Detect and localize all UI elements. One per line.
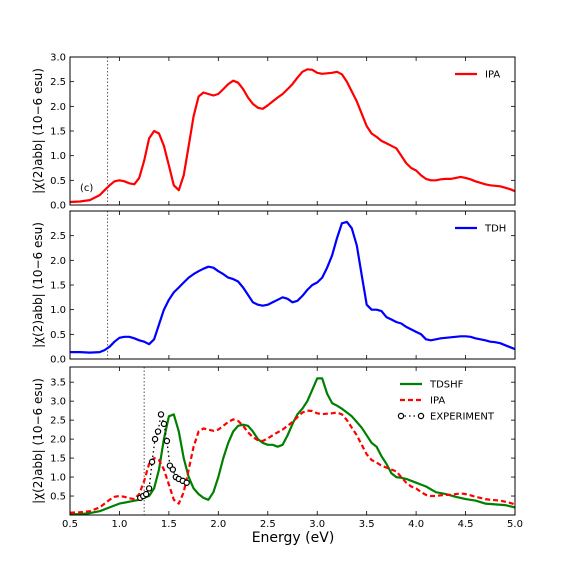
y-tick-label: 1.5 — [50, 454, 66, 465]
legend-label-ipa: IPA — [485, 70, 500, 81]
plot-frame — [69, 366, 516, 516]
x-tick-label: 3.5 — [359, 519, 375, 530]
y-tick-label: 2.5 — [50, 416, 66, 427]
data-point-experiment — [151, 435, 159, 443]
y-tick-label: 2.5 — [50, 77, 66, 88]
y-tick-label: 1.5 — [50, 281, 66, 292]
legend-marker — [397, 412, 405, 420]
x-tick-label: 5.0 — [507, 519, 523, 530]
y-axis-label: |χ(2)abb| (10−6 esu) — [31, 378, 45, 504]
data-point-experiment — [145, 485, 153, 492]
y-tick-label: 3.0 — [50, 53, 66, 64]
panel-comparison: 0.5 1.0 1.5 2.0 2.5 3.0 3.5 0.5 1.0 1.5 2.0 2.5 3.0 3… — [31, 366, 523, 530]
data-point-experiment — [157, 411, 165, 418]
x-tick-label: 1.5 — [161, 519, 177, 530]
data-point-experiment — [169, 466, 177, 473]
data-point-experiment — [160, 420, 168, 428]
y-tick-label: 0.5 — [50, 492, 66, 503]
y-tick-label: 2.0 — [50, 256, 66, 267]
data-point-experiment — [183, 479, 190, 486]
x-tick-label: 4.0 — [408, 519, 424, 530]
x-tick-label: 2.0 — [210, 519, 226, 530]
y-tick-label: 0.0 — [50, 201, 66, 212]
data-point-experiment — [148, 458, 156, 466]
y-tick-label: 1.0 — [50, 151, 66, 162]
y-tick-label: 2.0 — [50, 102, 66, 113]
y-tick-label: 3.5 — [50, 378, 66, 389]
panel-tdh: 0.0 0.5 1.0 1.5 2.0 2.5 TDH |χ(2)abb| (10−6 esu… — [31, 210, 516, 366]
x-tick-label: 0.5 — [62, 519, 78, 530]
plot-frame — [69, 210, 516, 360]
y-axis-label: |χ(2)abb| (10−6 esu) — [31, 68, 45, 194]
y-tick-label: 3.0 — [50, 397, 66, 408]
data-point-experiment — [163, 437, 171, 445]
x-axis-label: Energy (eV) — [252, 530, 335, 546]
data-point-experiment — [154, 428, 162, 435]
x-tick-label: 3.0 — [309, 519, 325, 530]
y-tick-label: 2.5 — [50, 231, 66, 242]
panel-label: (c) — [80, 183, 93, 194]
y-axis-label: |χ(2)abb| (10−6 esu) — [31, 222, 45, 348]
y-tick-label: 1.5 — [50, 127, 66, 138]
x-tick-label: 1.0 — [111, 519, 127, 530]
y-tick-label: 1.0 — [50, 473, 66, 484]
y-tick-label: 0.0 — [50, 355, 66, 366]
series-line-tdh — [70, 220, 516, 354]
plot-area — [70, 211, 515, 359]
panel-ipa: 0.0 0.5 1.0 1.5 2.0 2.5 3.0 IPA (c) |χ(2)abb| (10… — [31, 53, 516, 212]
y-tick-label: 0.5 — [50, 330, 66, 341]
legend-label-tdh: TDH — [484, 224, 506, 235]
y-tick-label: 0.5 — [50, 176, 66, 187]
series-line-ipa — [69, 68, 516, 204]
data-point-experiment — [142, 490, 150, 498]
y-tick-label: 1.0 — [50, 305, 66, 316]
legend-label-ipa: IPA — [430, 396, 445, 407]
legend-label-experiment: EXPERIMENT — [430, 412, 495, 423]
legend-label-tdshf: TDSHF — [429, 380, 464, 391]
x-tick-label: 4.5 — [458, 519, 474, 530]
series-line-tdshf — [70, 377, 516, 516]
plot-frame — [69, 56, 516, 206]
x-tick-label: 2.5 — [260, 519, 276, 530]
legend-marker — [417, 412, 425, 420]
y-tick-label: 2.0 — [50, 435, 66, 446]
